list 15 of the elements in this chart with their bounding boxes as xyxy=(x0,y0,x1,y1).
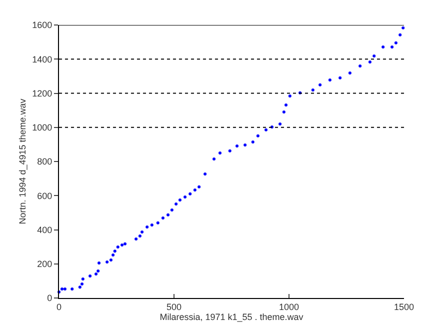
y-tick-label: 1200 xyxy=(32,88,52,98)
x-tick-label: 500 xyxy=(166,302,182,312)
x-axis-title: Milaressia, 1971 k1_55 . theme.wav xyxy=(160,312,304,322)
y-tick-label: 600 xyxy=(37,190,52,201)
y-tick-label: 0 xyxy=(47,293,52,304)
y-tick-label: 1600 xyxy=(32,20,52,30)
y-axis-title: Nortn. 1994 d_4915 theme.wav xyxy=(18,98,28,224)
y-tick-label: 400 xyxy=(37,224,52,235)
x-tick-label: 1000 xyxy=(278,302,300,312)
y-tick-label: 1000 xyxy=(32,122,52,133)
y-tick-label: 800 xyxy=(37,156,52,167)
y-tick-label: 1400 xyxy=(32,54,52,64)
y-tick-label: 200 xyxy=(37,259,52,270)
x-tick-label: 1500 xyxy=(394,302,414,312)
x-tick-label: 0 xyxy=(56,302,62,312)
